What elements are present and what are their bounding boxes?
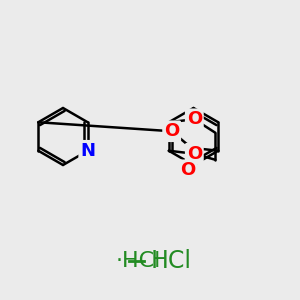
Text: O: O	[164, 122, 179, 140]
Text: O: O	[187, 145, 202, 163]
Text: N: N	[80, 142, 95, 160]
Text: HCl: HCl	[151, 249, 191, 273]
Text: O: O	[187, 110, 202, 128]
Text: ·HCl: ·HCl	[115, 251, 161, 271]
Text: O: O	[181, 161, 196, 179]
